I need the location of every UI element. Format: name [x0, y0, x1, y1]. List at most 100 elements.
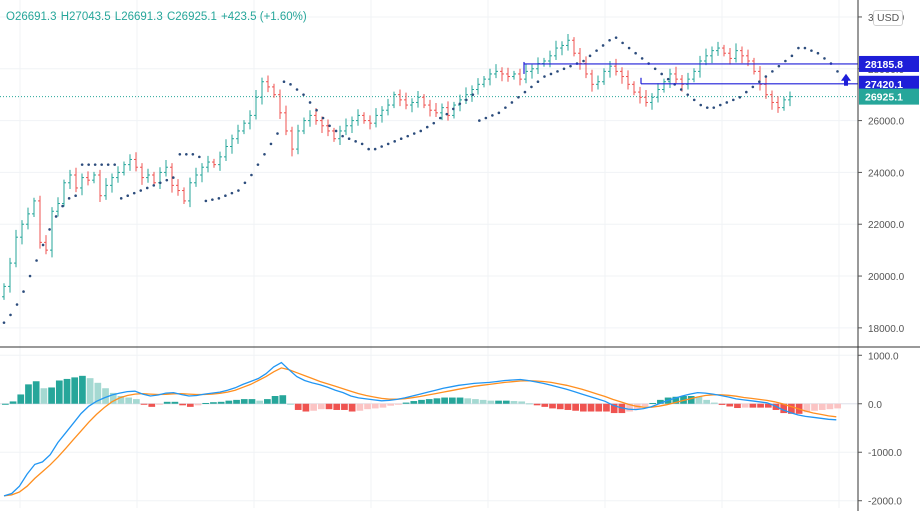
ohlc-bar[interactable]	[200, 163, 204, 183]
signal-line[interactable]	[3, 367, 837, 497]
ohlc-bar[interactable]	[536, 57, 540, 74]
ohlc-bar[interactable]	[626, 70, 630, 90]
ohlc-bar[interactable]	[758, 66, 762, 91]
ohlc-bar[interactable]	[404, 92, 408, 110]
ohlc-bar[interactable]	[128, 154, 132, 171]
price-panel[interactable]	[0, 34, 858, 324]
ohlc-bar[interactable]	[14, 229, 18, 268]
ohlc-bar[interactable]	[380, 106, 384, 123]
ohlc-bar[interactable]	[452, 101, 456, 119]
ohlc-bar[interactable]	[782, 96, 786, 111]
ohlc-bar[interactable]	[110, 173, 114, 193]
ohlc-bar[interactable]	[92, 171, 96, 184]
macd-line[interactable]	[3, 361, 837, 497]
ohlc-bar[interactable]	[362, 112, 366, 124]
ohlc-bar[interactable]	[248, 110, 252, 130]
ohlc-bar[interactable]	[656, 83, 660, 103]
ohlc-bar[interactable]	[350, 116, 354, 134]
ohlc-bar[interactable]	[488, 68, 492, 86]
ohlc-bar[interactable]	[224, 139, 228, 162]
ohlc-bar[interactable]	[146, 168, 150, 183]
ohlc-bar[interactable]	[308, 110, 312, 127]
ohlc-bar[interactable]	[644, 90, 648, 107]
ohlc-bar[interactable]	[728, 48, 732, 65]
ohlc-bar[interactable]	[26, 207, 30, 230]
ohlc-bar[interactable]	[212, 158, 216, 168]
ohlc-bar[interactable]	[578, 48, 582, 70]
ohlc-bar[interactable]	[344, 118, 348, 136]
ohlc-bar[interactable]	[704, 48, 708, 66]
ohlc-bar[interactable]	[278, 89, 282, 120]
ohlc-bar[interactable]	[392, 91, 396, 109]
ohlc-bar[interactable]	[434, 102, 438, 117]
ohlc-bar[interactable]	[98, 169, 102, 202]
ohlc-bar[interactable]	[764, 77, 768, 99]
ohlc-bar[interactable]	[494, 64, 498, 79]
ohlc-bar[interactable]	[440, 103, 444, 121]
ohlc-bar[interactable]	[38, 195, 42, 249]
ohlc-bar[interactable]	[8, 257, 12, 293]
ohlc-bar[interactable]	[266, 75, 270, 93]
ohlc-bar[interactable]	[122, 161, 126, 176]
ohlc-bar[interactable]	[662, 78, 666, 93]
ohlc-bar[interactable]	[86, 171, 90, 186]
ohlc-bar[interactable]	[668, 68, 672, 88]
ohlc-bar[interactable]	[140, 163, 144, 185]
ohlc-bar[interactable]	[638, 86, 642, 104]
ohlc-bar[interactable]	[230, 134, 234, 154]
ohlc-bar[interactable]	[188, 177, 192, 208]
ohlc-bar[interactable]	[296, 124, 300, 155]
ohlc-bar[interactable]	[554, 40, 558, 60]
ohlc-bar[interactable]	[290, 126, 294, 157]
ohlc-bar[interactable]	[428, 99, 432, 117]
ohlc-bar[interactable]	[116, 166, 120, 183]
ohlc-bar[interactable]	[590, 69, 594, 92]
ohlc-bar[interactable]	[68, 169, 72, 189]
ohlc-bar[interactable]	[530, 64, 534, 79]
ohlc-bar[interactable]	[338, 125, 342, 145]
ohlc-bar[interactable]	[596, 75, 600, 90]
ohlc-bar[interactable]	[242, 120, 246, 135]
ohlc-bar[interactable]	[206, 155, 210, 173]
ohlc-bar[interactable]	[686, 72, 690, 90]
ohlc-bar[interactable]	[50, 207, 54, 258]
ohlc-bar[interactable]	[158, 167, 162, 189]
ohlc-bar[interactable]	[134, 152, 138, 172]
ohlc-bar[interactable]	[422, 94, 426, 109]
level-tag-lower-bg[interactable]	[859, 75, 919, 92]
ohlc-bar[interactable]	[614, 58, 618, 76]
ohlc-bar[interactable]	[254, 90, 258, 120]
ohlc-bar[interactable]	[476, 78, 480, 95]
ohlc-bar[interactable]	[194, 167, 198, 187]
ohlc-bar[interactable]	[698, 55, 702, 78]
ohlc-bar[interactable]	[710, 46, 714, 64]
ohlc-bar[interactable]	[56, 197, 60, 217]
ohlc-bar[interactable]	[464, 87, 468, 105]
ohlc-bar[interactable]	[302, 117, 306, 135]
ohlc-bar[interactable]	[326, 119, 330, 137]
last-price-tag-bg[interactable]	[859, 88, 919, 105]
ohlc-bar[interactable]	[482, 76, 486, 88]
ohlc-bar[interactable]	[584, 56, 588, 79]
ohlc-bar[interactable]	[410, 98, 414, 113]
ohlc-bar[interactable]	[788, 91, 792, 107]
ohlc-bar[interactable]	[74, 167, 78, 193]
ohlc-bar[interactable]	[80, 173, 84, 196]
ohlc-bar[interactable]	[398, 89, 402, 107]
ohlc-bar[interactable]	[284, 105, 288, 136]
ohlc-bar[interactable]	[32, 197, 36, 217]
ohlc-bar[interactable]	[524, 64, 528, 84]
ohlc-bar[interactable]	[152, 171, 156, 186]
ohlc-bar[interactable]	[218, 151, 222, 171]
ohlc-bar[interactable]	[20, 220, 24, 245]
ohlc-bar[interactable]	[332, 127, 336, 142]
ohlc-bar[interactable]	[176, 179, 180, 196]
ohlc-bar[interactable]	[674, 66, 678, 84]
ohlc-bar[interactable]	[722, 44, 726, 57]
ohlc-bar[interactable]	[386, 98, 390, 116]
ohlc-bar[interactable]	[620, 67, 624, 84]
ohlc-bar[interactable]	[260, 77, 264, 105]
ohlc-bar[interactable]	[548, 50, 552, 68]
